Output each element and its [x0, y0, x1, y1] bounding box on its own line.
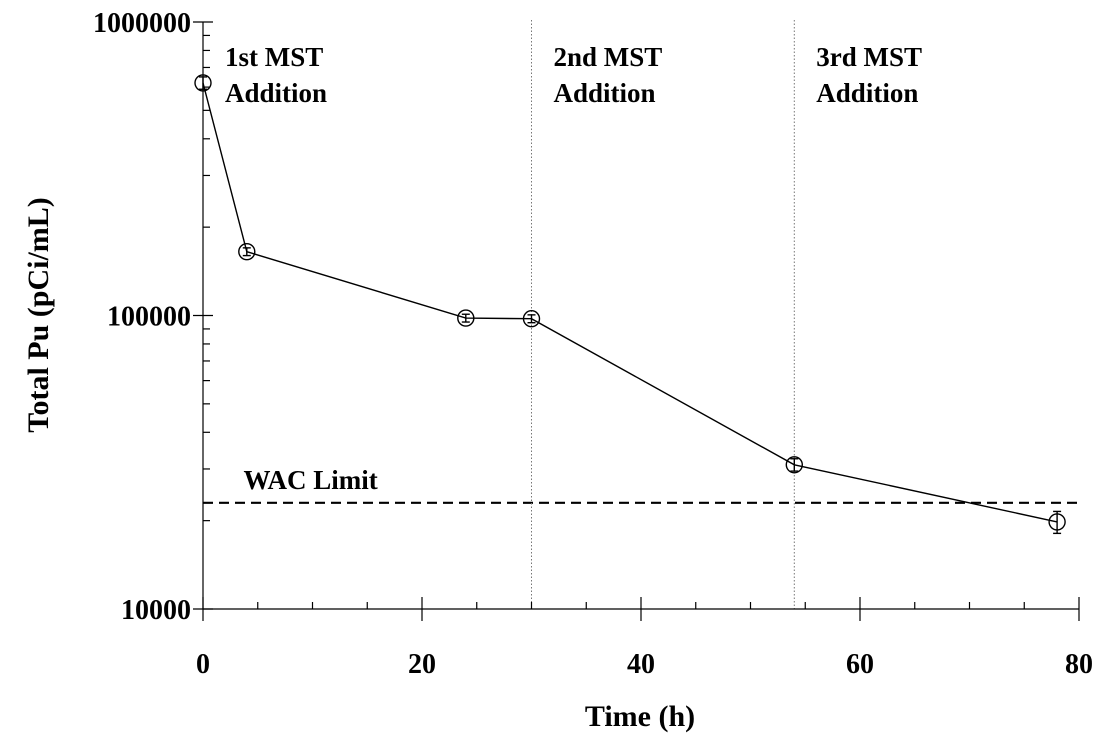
data-point	[1048, 510, 1066, 535]
series-line	[202, 82, 1058, 523]
addition-label-3: Addition	[816, 78, 918, 108]
data-point	[785, 456, 803, 474]
addition-label-2: Addition	[554, 78, 656, 108]
x-tick-label: 40	[627, 649, 655, 680]
addition-label-3: 3rd MST	[816, 42, 922, 72]
reference-lines-layer: WAC Limit	[203, 20, 1079, 609]
x-axis-title: Time (h)	[585, 700, 695, 733]
addition-label-1: 1st MST	[225, 42, 323, 72]
x-tick-label: 60	[846, 649, 874, 680]
wac-limit-label: WAC Limit	[244, 465, 378, 495]
x-tick-label: 20	[408, 649, 436, 680]
data-point	[194, 74, 212, 92]
data-point	[457, 309, 475, 327]
annotations-layer: 1st MST Addition 2nd MST Addition 3rd MST Add…	[225, 42, 922, 108]
data-point-marker	[457, 309, 475, 327]
data-point	[522, 310, 541, 328]
axes-layer: 0 20 40 60 80 10000 100000 1000000	[93, 8, 1093, 680]
x-tick-label: 80	[1065, 649, 1093, 680]
addition-label-2: 2nd MST	[554, 42, 663, 72]
y-tick-label: 1000000	[93, 8, 191, 39]
series-layer	[194, 74, 1066, 535]
data-point-marker	[1048, 513, 1066, 531]
x-tick-label: 0	[196, 649, 210, 680]
data-point-marker	[785, 456, 803, 474]
addition-label-1: Addition	[225, 78, 327, 108]
data-point-marker	[238, 242, 256, 261]
y-tick-label: 10000	[121, 595, 191, 626]
data-point-marker	[522, 310, 541, 328]
data-point	[238, 242, 256, 261]
data-point-marker	[194, 74, 212, 92]
y-tick-label: 100000	[107, 302, 191, 333]
y-axis-title: Total Pu (pCi/mL)	[22, 197, 55, 433]
